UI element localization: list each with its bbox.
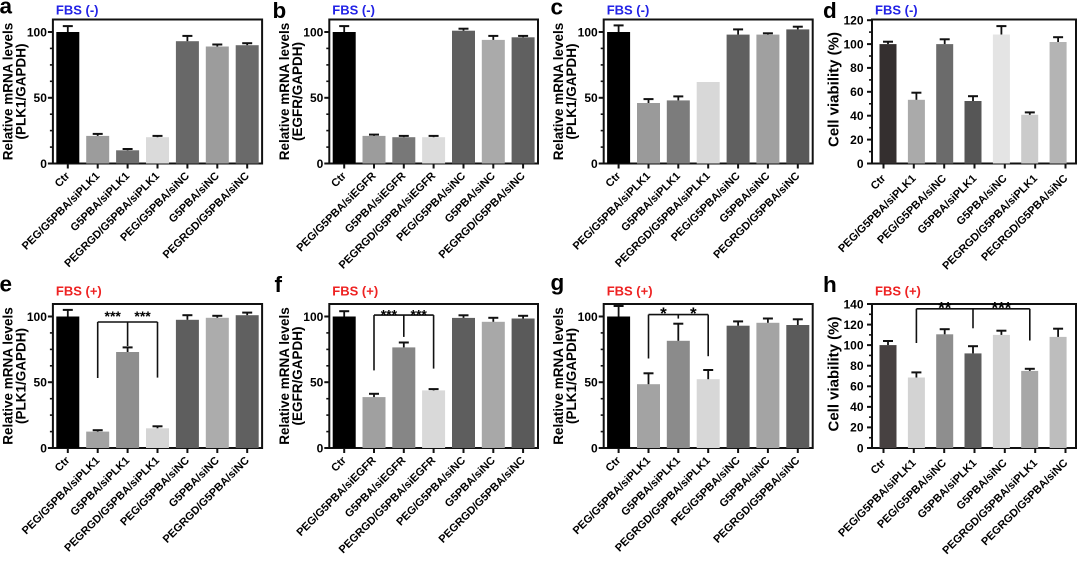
- svg-text:100: 100: [578, 25, 598, 39]
- svg-text:FBS (-): FBS (-): [332, 3, 375, 18]
- svg-text:Relative mRNA levels: Relative mRNA levels: [277, 307, 292, 445]
- svg-text:20: 20: [850, 421, 864, 435]
- svg-text:0: 0: [317, 157, 324, 171]
- svg-text:FBS (-): FBS (-): [875, 3, 918, 18]
- svg-text:Relative mRNA levels: Relative mRNA levels: [277, 23, 292, 161]
- svg-text:Relative mRNA levels: Relative mRNA levels: [551, 23, 566, 161]
- svg-text:a: a: [0, 0, 13, 19]
- svg-text:h: h: [823, 272, 837, 297]
- svg-text:(PLK1/GAPDH): (PLK1/GAPDH): [564, 43, 579, 139]
- svg-text:50: 50: [34, 376, 48, 390]
- svg-text:f: f: [275, 272, 283, 297]
- svg-text:0: 0: [40, 441, 47, 455]
- svg-text:Cell viability (%): Cell viability (%): [826, 316, 843, 431]
- svg-text:FBS (-): FBS (-): [56, 3, 99, 18]
- svg-text:FBS (+): FBS (+): [332, 284, 378, 299]
- svg-text:100: 100: [27, 310, 47, 324]
- svg-text:b: b: [273, 0, 287, 23]
- svg-text:*: *: [660, 304, 667, 323]
- svg-text:50: 50: [310, 376, 324, 390]
- svg-text:40: 40: [850, 400, 864, 414]
- svg-text:***: ***: [134, 308, 151, 324]
- svg-text:50: 50: [584, 91, 598, 105]
- svg-text:***: ***: [991, 299, 1011, 318]
- svg-text:140: 140: [843, 297, 863, 311]
- svg-text:40: 40: [850, 109, 864, 123]
- svg-text:100: 100: [27, 25, 47, 39]
- svg-text:100: 100: [843, 37, 863, 51]
- svg-text:Relative mRNA levels: Relative mRNA levels: [0, 23, 15, 161]
- svg-text:100: 100: [303, 310, 323, 324]
- svg-text:c: c: [551, 0, 564, 19]
- svg-text:0: 0: [591, 157, 598, 171]
- svg-text:g: g: [551, 270, 565, 295]
- svg-text:FBS (+): FBS (+): [607, 284, 653, 299]
- svg-text:120: 120: [843, 318, 863, 332]
- svg-text:Relative mRNA levels: Relative mRNA levels: [0, 307, 15, 445]
- svg-text:e: e: [0, 272, 12, 297]
- svg-text:Cell viability (%): Cell viability (%): [826, 32, 843, 147]
- svg-text:*: *: [690, 304, 697, 323]
- svg-text:80: 80: [850, 359, 864, 373]
- svg-text:0: 0: [317, 441, 324, 455]
- svg-text:20: 20: [850, 133, 864, 147]
- svg-text:(EGFR/GAPDH): (EGFR/GAPDH): [290, 42, 305, 141]
- svg-text:80: 80: [850, 61, 864, 75]
- svg-text:100: 100: [303, 25, 323, 39]
- svg-text:***: ***: [411, 306, 428, 322]
- svg-text:100: 100: [843, 338, 863, 352]
- svg-text:***: ***: [381, 306, 398, 322]
- svg-text:0: 0: [857, 157, 864, 171]
- svg-text:120: 120: [843, 14, 863, 28]
- svg-text:(EGFR/GAPDH): (EGFR/GAPDH): [290, 327, 305, 426]
- svg-text:0: 0: [857, 441, 864, 455]
- svg-text:(PLK1/GAPDH): (PLK1/GAPDH): [13, 328, 28, 424]
- svg-text:100: 100: [578, 310, 598, 324]
- svg-text:Relative mRNA levels: Relative mRNA levels: [551, 307, 566, 445]
- svg-text:50: 50: [584, 376, 598, 390]
- svg-text:50: 50: [310, 91, 324, 105]
- svg-text:0: 0: [40, 157, 47, 171]
- svg-text:***: ***: [105, 308, 122, 324]
- svg-text:(PLK1/GAPDH): (PLK1/GAPDH): [564, 328, 579, 424]
- svg-text:FBS (+): FBS (+): [875, 284, 921, 299]
- svg-text:(PLK1/GAPDH): (PLK1/GAPDH): [13, 43, 28, 139]
- svg-text:60: 60: [850, 85, 864, 99]
- svg-text:**: **: [938, 299, 952, 318]
- svg-text:d: d: [823, 0, 837, 23]
- svg-text:FBS (+): FBS (+): [56, 284, 102, 299]
- svg-text:FBS (-): FBS (-): [607, 3, 650, 18]
- svg-text:50: 50: [34, 91, 48, 105]
- svg-text:0: 0: [591, 441, 598, 455]
- svg-text:60: 60: [850, 380, 864, 394]
